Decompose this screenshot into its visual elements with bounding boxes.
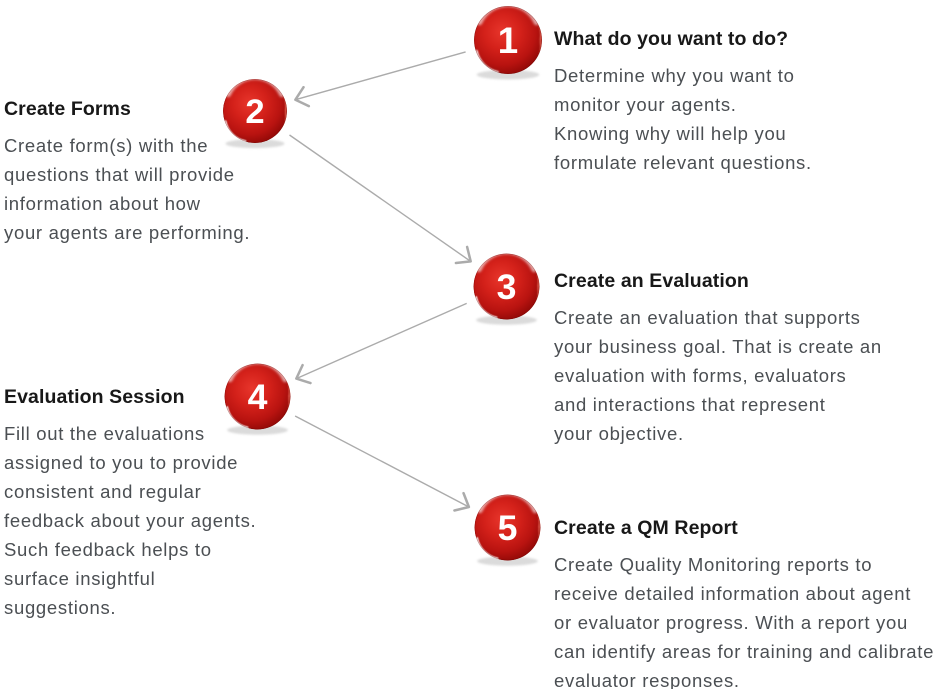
- svg-text:1: 1: [498, 20, 518, 61]
- svg-text:5: 5: [497, 508, 517, 548]
- svg-text:3: 3: [496, 267, 516, 307]
